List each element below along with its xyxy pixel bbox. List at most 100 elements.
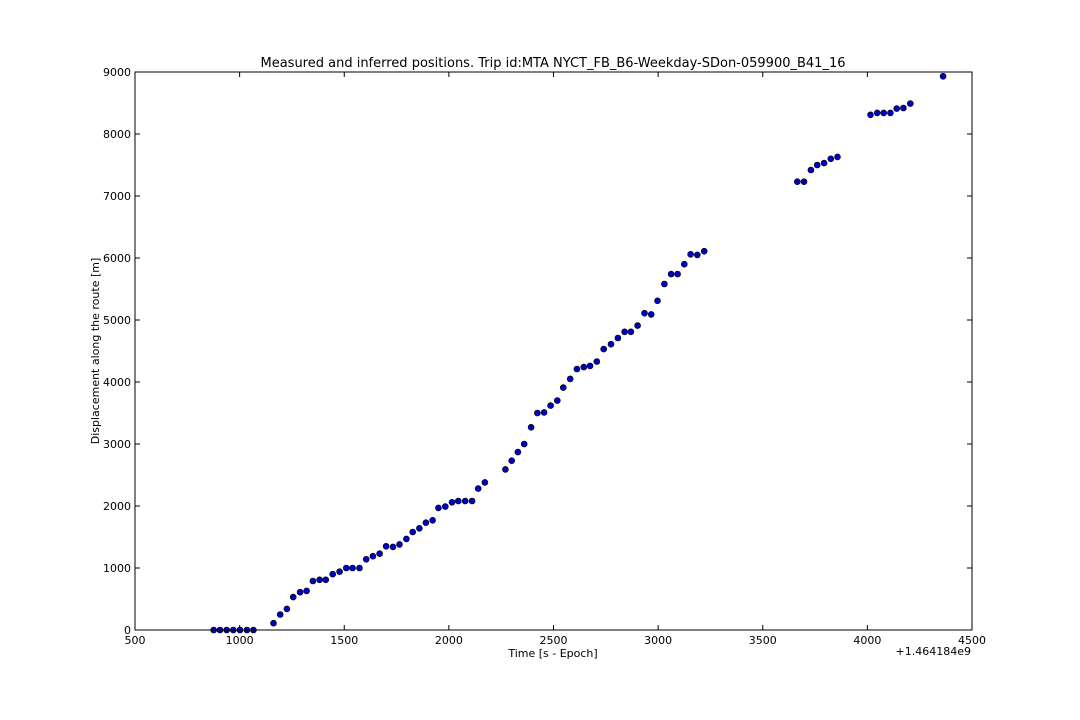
data-point [289, 593, 297, 601]
data-point [382, 542, 390, 550]
data-point [403, 535, 410, 543]
data-points [210, 73, 947, 634]
data-point [667, 270, 675, 278]
data-point [873, 109, 881, 117]
chart-title: Measured and inferred positions. Trip id… [260, 56, 845, 71]
data-point [441, 503, 449, 510]
data-point [502, 466, 509, 473]
data-point [600, 345, 608, 353]
data-point [661, 280, 668, 288]
data-point [580, 363, 588, 371]
data-point [283, 605, 291, 613]
data-point [461, 497, 469, 505]
data-point [627, 328, 635, 336]
data-point [800, 178, 808, 185]
data-point [322, 576, 330, 584]
data-point [939, 73, 947, 80]
data-point [553, 397, 561, 404]
data-point [680, 260, 688, 268]
y-tick-label: 5000 [103, 314, 131, 327]
x-axis-offset-label: +1.464184e9 [896, 645, 971, 658]
y-tick-label: 4000 [103, 376, 131, 389]
data-point [687, 251, 694, 258]
data-point [527, 423, 535, 431]
x-tick-label: 4500 [958, 634, 986, 647]
x-tick-label: 1000 [226, 634, 254, 647]
data-point [820, 159, 828, 167]
data-point [454, 497, 462, 505]
data-point [547, 402, 554, 409]
data-point [641, 309, 648, 317]
y-axis: 0 1000 2000 3000 4000 5000 6000 7000 8000 9000 [103, 66, 972, 637]
data-point [514, 448, 522, 456]
data-point [700, 247, 708, 255]
data-point [807, 166, 815, 174]
data-point [376, 550, 383, 558]
data-point [887, 109, 894, 117]
x-axis: 500 1000 1500 2000 2500 3000 3500 4000 4500 [125, 72, 986, 647]
data-point [573, 365, 581, 373]
data-point [342, 564, 350, 572]
data-point [329, 570, 337, 578]
data-point [296, 588, 304, 596]
data-point [827, 155, 835, 163]
data-point [422, 519, 430, 527]
data-point [534, 409, 541, 417]
data-point [396, 541, 403, 548]
data-point [336, 568, 343, 576]
plot-frame [134, 71, 973, 631]
data-point [468, 497, 476, 505]
x-tick-label: 2500 [540, 634, 568, 647]
data-point [793, 178, 801, 185]
x-tick-label: 3500 [749, 634, 777, 647]
x-tick-label: 1500 [330, 634, 358, 647]
data-point [674, 270, 681, 278]
data-point [867, 111, 874, 119]
data-point [369, 552, 377, 560]
y-tick-label: 2000 [103, 500, 131, 513]
data-point [647, 311, 655, 318]
data-point [356, 564, 363, 572]
y-tick-label: 9000 [103, 66, 131, 79]
data-point [654, 297, 661, 305]
data-point [448, 498, 456, 506]
data-point [309, 577, 317, 585]
data-point [520, 440, 528, 448]
y-tick-label: 1000 [103, 562, 131, 575]
x-tick-label: 2000 [435, 634, 463, 647]
x-tick-label: 3000 [644, 634, 672, 647]
data-point [906, 100, 914, 107]
data-point [481, 479, 489, 486]
data-point [474, 485, 482, 492]
data-point [693, 251, 701, 259]
x-tick-label: 4000 [853, 634, 881, 647]
data-point [435, 504, 442, 512]
data-point [349, 564, 356, 572]
y-axis-title: Displacement along the route [m] [89, 258, 102, 445]
data-point [900, 104, 907, 112]
data-point [566, 375, 574, 383]
data-point [893, 105, 901, 112]
data-point [362, 555, 370, 563]
data-point [593, 358, 601, 365]
y-tick-label: 6000 [103, 252, 131, 265]
data-point [303, 587, 310, 595]
data-point [389, 543, 397, 551]
data-point [634, 322, 641, 329]
data-point [416, 524, 423, 532]
y-tick-label: 7000 [103, 190, 131, 203]
data-point [880, 109, 888, 117]
y-tick-label: 3000 [103, 438, 131, 451]
y-tick-label: 8000 [103, 128, 131, 141]
data-point [409, 528, 417, 536]
data-point [621, 328, 628, 336]
data-point [270, 619, 277, 627]
x-axis-title: Time [s - Epoch] [507, 647, 597, 660]
x-tick-label: 500 [125, 634, 146, 647]
data-point [276, 611, 284, 618]
data-point [586, 362, 594, 370]
data-point [834, 153, 841, 161]
data-point [429, 516, 436, 524]
data-point [607, 340, 615, 348]
